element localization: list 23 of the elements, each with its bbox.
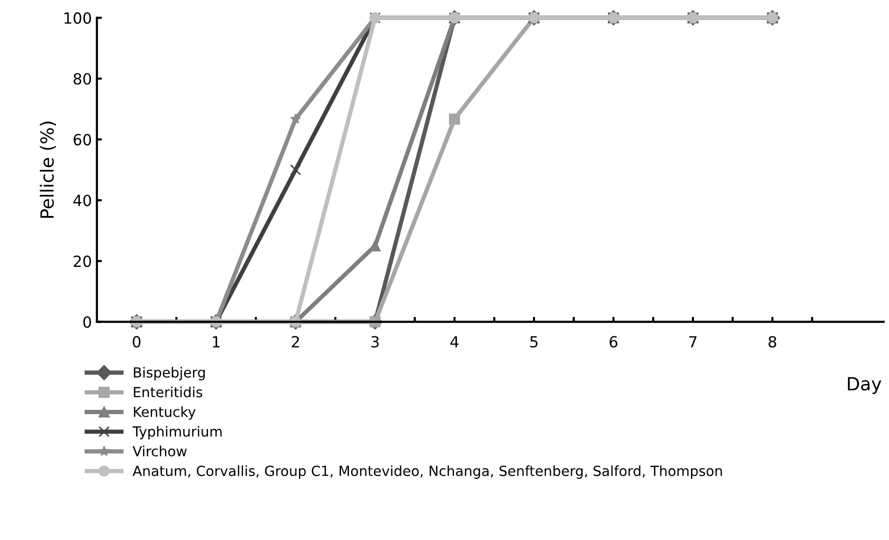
x-axis-title: Day	[848, 377, 882, 394]
x-tick-label: 3	[371, 336, 379, 348]
x-tick-label: 4	[450, 336, 459, 348]
legend-label: Anatum, Corvallis, Group C1, Montevideo, Nchanga, Senftenberg, Salford, Thompson	[132, 465, 722, 479]
x-tick-label: 0	[132, 336, 140, 348]
x-tick-label: 7	[689, 336, 696, 348]
y-tick-label: 0	[83, 316, 92, 328]
y-tick-label: 40	[73, 194, 92, 206]
legend-label: Typhimurium	[132, 426, 222, 440]
y-tick-label: 20	[74, 256, 92, 268]
x-tick-label: 6	[610, 336, 618, 348]
legend-label: Bispebjerg	[134, 366, 205, 380]
legend-label: Kentucky	[134, 406, 196, 420]
x-tick-label: 5	[530, 336, 538, 348]
y-axis-title: Pellicle (%)	[40, 122, 56, 218]
y-tick-label: 80	[74, 73, 92, 85]
x-tick-label: 2	[292, 336, 299, 348]
legend-label: Virchow	[132, 446, 187, 456]
y-tick-label: 60	[74, 134, 92, 146]
x-tick-label: 1	[212, 336, 220, 348]
legend-label: Enteritidis	[134, 386, 202, 398]
x-tick-label: 8	[768, 336, 776, 348]
y-tick-label: 100	[64, 12, 92, 24]
